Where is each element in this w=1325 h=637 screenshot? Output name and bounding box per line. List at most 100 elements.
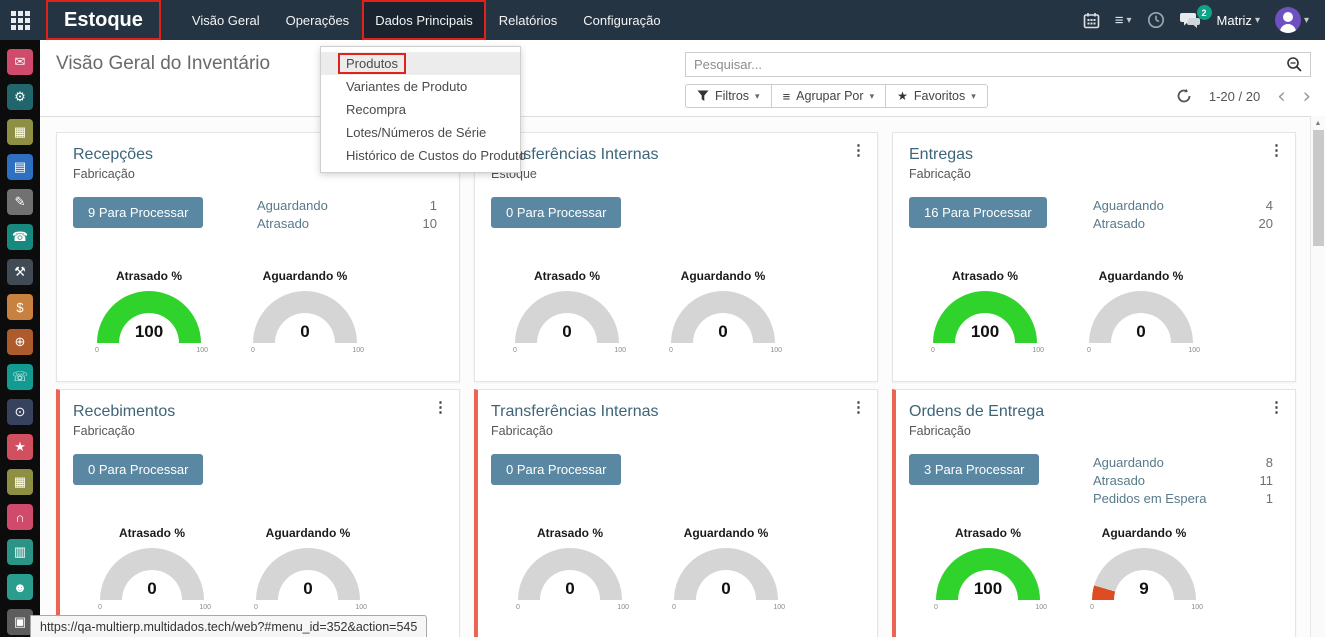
gauge-arc: 00100 <box>515 291 619 343</box>
gauge-max: 100 <box>617 604 629 611</box>
gauge-arc: 00100 <box>674 548 778 600</box>
document-app-icon[interactable]: ▤ <box>7 154 33 180</box>
contacts-app-icon[interactable]: ☎ <box>7 224 33 250</box>
gauge-atrasado: Atrasado %1000100 <box>922 526 1054 600</box>
chat-app-icon[interactable]: ✉ <box>7 49 33 75</box>
gauge-max: 100 <box>773 604 785 611</box>
dropdown-item-historico-de-custos-do-produto[interactable]: Histórico de Custos do Produto <box>321 144 520 167</box>
dropdown-item-variantes-de-produto[interactable]: Variantes de Produto <box>321 75 520 98</box>
process-button[interactable]: 16 Para Processar <box>909 197 1047 228</box>
process-button[interactable]: 0 Para Processar <box>73 454 203 485</box>
stat-label[interactable]: Atrasado <box>1093 215 1145 233</box>
kebab-menu-icon[interactable]: ⋮ <box>433 398 448 416</box>
phone-app-icon[interactable]: ☏ <box>7 364 33 390</box>
gauge-min: 0 <box>672 604 676 611</box>
company-switcher[interactable]: Matriz ▾ <box>1217 13 1260 28</box>
dashboard-card-transferencias-internas: ⋮ Transferências Internas Estoque 0 Para… <box>474 132 878 382</box>
kebab-menu-icon[interactable]: ⋮ <box>851 141 866 159</box>
calendar2-app-icon[interactable]: ▦ <box>7 469 33 495</box>
gauge-arc: 00100 <box>253 291 357 343</box>
messages-icon[interactable]: 2 <box>1180 11 1202 29</box>
globe-app-icon[interactable]: ⊕ <box>7 329 33 355</box>
group-by-button[interactable]: ≡ Agrupar Por ▾ <box>772 84 887 108</box>
menu-item-configuracao[interactable]: Configuração <box>570 0 673 40</box>
card-title[interactable]: Recebimentos <box>73 403 443 421</box>
stat-label[interactable]: Aguardando <box>257 197 328 215</box>
stat-label[interactable]: Atrasado <box>257 215 309 233</box>
chart-star-app-icon[interactable]: ★ <box>7 434 33 460</box>
gauge-max: 100 <box>352 347 364 354</box>
kebab-menu-icon[interactable]: ⋮ <box>1269 141 1284 159</box>
gauge-aguardando: Aguardando %00100 <box>657 269 789 343</box>
process-button[interactable]: 3 Para Processar <box>909 454 1039 485</box>
dropdown-item-recompra[interactable]: Recompra <box>321 98 520 121</box>
dropdown-item-lotes-numeros-de-serie[interactable]: Lotes/Números de Série <box>321 121 520 144</box>
menu-item-dados-principais[interactable]: Dados Principais <box>362 0 486 40</box>
pager-next-icon[interactable]: › <box>1303 86 1311 106</box>
stat-row: Atrasado11 <box>1093 472 1273 490</box>
card-title[interactable]: Transferências Internas <box>491 403 861 421</box>
person-app-icon[interactable]: ☻ <box>7 574 33 600</box>
activity-clock-icon[interactable] <box>1147 11 1165 29</box>
gauge-title: Atrasado % <box>501 269 633 283</box>
headphones-app-icon[interactable]: ∩ <box>7 504 33 530</box>
gauge-min: 0 <box>98 604 102 611</box>
gear-app-icon[interactable]: ⚙ <box>7 84 33 110</box>
stat-row: Atrasado20 <box>1093 215 1273 233</box>
refresh-icon[interactable] <box>1176 88 1192 104</box>
pencil-app-icon[interactable]: ✎ <box>7 189 33 215</box>
gauge-title: Atrasado % <box>504 526 636 540</box>
handshake-app-icon[interactable]: ⚒ <box>7 259 33 285</box>
gauge-aguardando: Aguardando %00100 <box>242 526 374 600</box>
gauge-arc: 90100 <box>1092 548 1196 600</box>
user-menu[interactable]: ▾ <box>1275 7 1309 33</box>
camera-app-icon[interactable]: ⊙ <box>7 399 33 425</box>
stat-label[interactable]: Aguardando <box>1093 197 1164 215</box>
gauge-value: 100 <box>933 322 1037 342</box>
card-title[interactable]: Transferências Internas <box>491 146 861 164</box>
chart-clock-app-icon[interactable]: ▥ <box>7 539 33 565</box>
filters-button[interactable]: Filtros ▾ <box>685 84 772 108</box>
card-title[interactable]: Ordens de Entrega <box>909 403 1279 421</box>
tasks-list-icon[interactable]: ≡ ▾ <box>1115 12 1132 29</box>
card-title[interactable]: Entregas <box>909 146 1279 164</box>
menu-item-visao-geral[interactable]: Visão Geral <box>179 0 273 40</box>
pager-prev-icon[interactable]: ‹ <box>1277 86 1285 106</box>
stat-label[interactable]: Aguardando <box>1093 454 1164 472</box>
favorites-button[interactable]: ★ Favoritos ▾ <box>886 84 988 108</box>
control-panel: Visão Geral do Inventário Filtros ▾ ≡ Ag… <box>40 40 1325 116</box>
invoice-app-icon[interactable]: $ <box>7 294 33 320</box>
stat-label[interactable]: Atrasado <box>1093 472 1145 490</box>
dropdown-item-produtos[interactable]: Produtos <box>321 52 520 75</box>
stat-label[interactable]: Pedidos em Espera <box>1093 490 1206 508</box>
scroll-up-icon[interactable]: ▲ <box>1311 116 1325 127</box>
menu-item-relatorios[interactable]: Relatórios <box>486 0 571 40</box>
process-button[interactable]: 9 Para Processar <box>73 197 203 228</box>
gauge-max: 100 <box>1188 347 1200 354</box>
search-input[interactable] <box>686 57 1279 72</box>
stat-value: 10 <box>423 215 437 233</box>
gauge-aguardando: Aguardando %00100 <box>1075 269 1207 343</box>
calendar-app-icon[interactable]: ▦ <box>7 119 33 145</box>
gauge-arc: 00100 <box>1089 291 1193 343</box>
search-icon[interactable] <box>1279 56 1310 73</box>
dashboard-card-recebimentos: ⋮ Recebimentos Fabricação 0 Para Process… <box>56 389 460 637</box>
process-button[interactable]: 0 Para Processar <box>491 197 621 228</box>
status-url-tooltip: https://qa-multierp.multidados.tech/web?… <box>30 615 427 637</box>
calendar-icon[interactable] <box>1083 12 1100 29</box>
card-stats: Aguardando4Atrasado20 <box>1093 197 1273 233</box>
app-brand-estoque[interactable]: Estoque <box>46 0 161 40</box>
stat-value: 1 <box>430 197 437 215</box>
card-stats: Aguardando8Atrasado11Pedidos em Espera1 <box>1093 454 1273 508</box>
apps-grid-icon[interactable] <box>0 0 40 40</box>
menu-item-operacoes[interactable]: Operações <box>273 0 363 40</box>
gauge-max: 100 <box>1032 347 1044 354</box>
kebab-menu-icon[interactable]: ⋮ <box>1269 398 1284 416</box>
kebab-menu-icon[interactable]: ⋮ <box>851 398 866 416</box>
process-button[interactable]: 0 Para Processar <box>491 454 621 485</box>
gauge-min: 0 <box>934 604 938 611</box>
gauge-value: 0 <box>671 322 775 342</box>
vertical-scrollbar[interactable]: ▲ <box>1310 116 1325 637</box>
dropdown-item-label: Recompra <box>346 102 406 117</box>
scrollbar-thumb[interactable] <box>1313 130 1324 246</box>
